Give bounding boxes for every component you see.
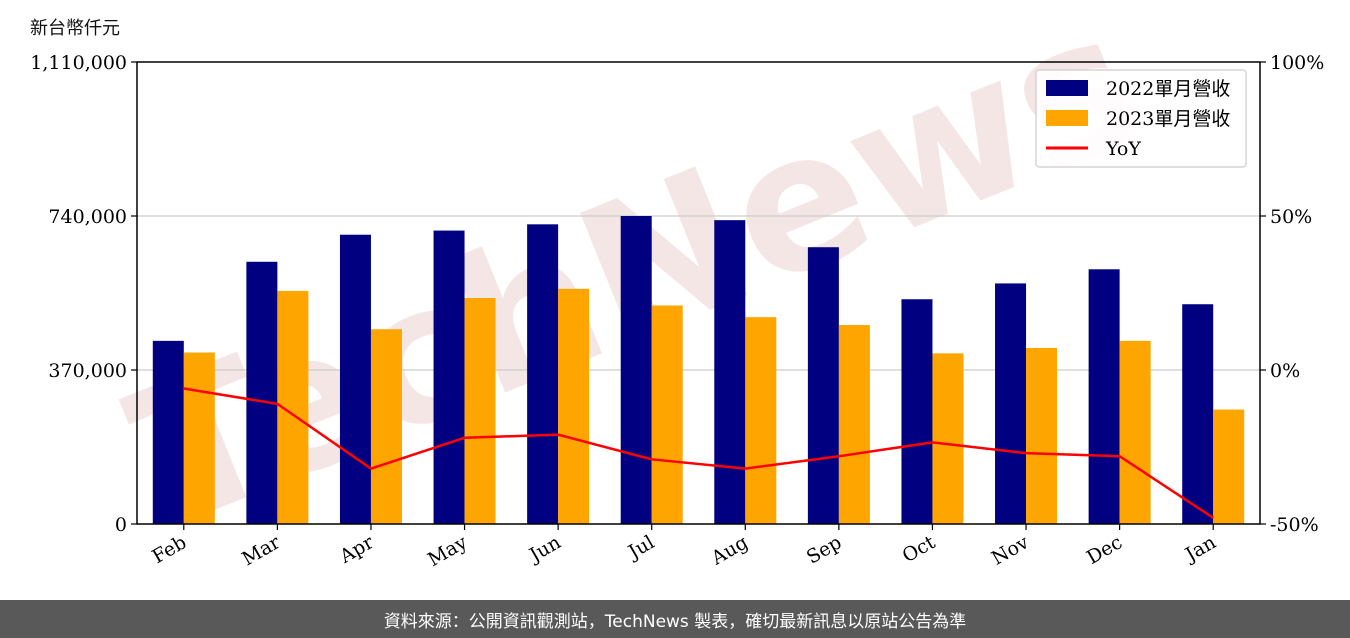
bar-2023 [838,325,870,524]
y2-tick-label: 100% [1270,52,1324,74]
bar-2022 [807,247,839,524]
x-tick-label: Jul [623,531,658,564]
bar-2022 [995,283,1027,524]
plot-frame [136,61,1261,525]
bar-2023 [745,317,777,524]
bar-2022 [714,220,746,524]
bar-2022 [527,224,559,524]
bar-2022 [339,234,371,524]
bar-2023 [464,297,496,524]
bar-2022 [433,230,465,524]
source-footer: 資料來源：公開資訊觀測站，TechNews 製表，確切最新訊息以原站公告為準 [0,600,1350,638]
legend-box [1035,69,1247,168]
x-tick-label: Sep [803,531,846,568]
yoy-line [183,387,1214,519]
bar-2023 [370,329,402,524]
revenue-chart: 0 370,000 740,000 1,110,000 -50% 0% 50% 100% Feb… [30,52,1324,571]
y-tick-label: 370,000 [48,360,127,382]
y-tick-label: 1,110,000 [30,52,127,74]
legend-swatch [1046,110,1088,126]
legend-label: 2022單月營收 [1106,78,1230,100]
bar-2023 [183,352,215,524]
bar-2023 [558,288,590,524]
chart-area: TechNews 0 370,000 740,000 1,110,000 -50% 0% 5… [30,0,1324,571]
x-tick-label: May [424,531,471,571]
bar-2023 [1026,347,1058,524]
x-tick-label: Nov [988,531,1033,570]
x-tick-label: Oct [899,531,940,567]
y2-tick-label: -50% [1270,514,1319,536]
x-tick-label: Aug [707,531,752,570]
x-tick-label: Apr [335,531,378,568]
legend-label: YoY [1105,138,1141,160]
y2-tick-label: 0% [1270,360,1300,382]
bar-2023 [1213,409,1245,524]
x-tick-label: Mar [238,531,284,570]
x-tick-label: Jun [524,531,565,567]
bar-2022 [620,216,652,524]
bar-2022 [1088,269,1120,524]
bar-2022 [901,299,933,524]
bar-2022 [246,261,278,524]
legend-label: 2023單月營收 [1106,108,1230,130]
x-tick-label: Feb [148,531,190,568]
bar-2023 [1119,340,1151,524]
x-tick-label: Dec [1083,531,1126,569]
y-axis-unit-label: 新台幣仟元 [30,18,120,39]
x-tick-label: Jan [1180,531,1220,567]
y2-tick-label: 50% [1270,206,1312,228]
y-tick-label: 740,000 [48,206,127,228]
bar-2023 [932,353,964,524]
bar-2022 [1182,304,1214,524]
bar-2023 [651,305,683,524]
y-tick-label: 0 [115,514,127,536]
bar-2022 [152,340,184,524]
legend-swatch [1046,80,1088,96]
